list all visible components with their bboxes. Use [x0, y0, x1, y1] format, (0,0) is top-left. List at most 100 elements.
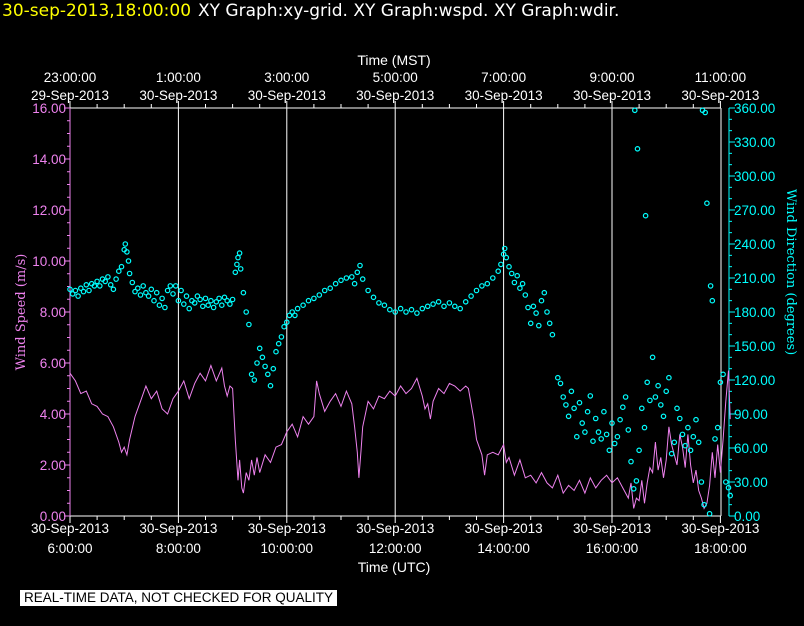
wind-direction-point — [563, 402, 569, 408]
wind-direction-point — [159, 295, 165, 302]
wind-direction-point — [642, 212, 649, 219]
wind-direction-point — [386, 306, 393, 313]
wind-direction-point — [275, 340, 282, 347]
bottom-tick-date: 30-Sep-2013 — [681, 521, 759, 536]
wind-direction-point — [579, 420, 586, 426]
wind-direction-point — [251, 377, 258, 383]
wind-direction-point — [706, 510, 713, 517]
wind-direction-point — [565, 413, 572, 420]
top-tick-date: 30-Sep-2013 — [465, 88, 543, 103]
data-series — [67, 107, 734, 517]
wind-direction-point — [145, 293, 152, 299]
wind-direction-point — [273, 348, 279, 355]
right-tick-label: 210.00 — [734, 271, 775, 286]
bottom-tick-time: 18:00:00 — [694, 541, 747, 556]
top-tick-time: 11:00:00 — [695, 70, 747, 85]
wind-direction-point — [511, 279, 518, 286]
right-tick-label: 30.00 — [734, 475, 768, 490]
wind-direction-point — [630, 485, 637, 492]
right-tick-label: 180.00 — [734, 305, 775, 320]
wind-direction-point — [457, 305, 464, 312]
top-tick-date: 30-Sep-2013 — [248, 88, 326, 103]
bottom-tick-date: 30-Sep-2013 — [31, 521, 109, 536]
wind-direction-point — [663, 388, 670, 395]
wind-direction-point — [83, 281, 90, 288]
wind-direction-point — [202, 295, 209, 302]
wind-direction-point — [473, 287, 480, 294]
wind-direction-point — [267, 382, 274, 389]
right-tick-label: 330.00 — [734, 135, 775, 150]
wind-direction-point — [619, 404, 626, 411]
wind-direction-point — [522, 292, 529, 298]
wind-direction-point — [354, 269, 361, 276]
wind-direction-point — [248, 371, 255, 378]
wind-direction-point — [649, 354, 656, 361]
wind-direction-point — [343, 275, 350, 281]
wind-direction-point — [264, 371, 271, 378]
wind-direction-point — [348, 274, 355, 280]
wind-direction-point — [533, 310, 539, 316]
wind-direction-point — [541, 289, 548, 296]
top-tick-time: 1:00:00 — [156, 70, 201, 85]
wind-direction-point — [376, 300, 382, 306]
wind-direction-point — [603, 431, 610, 438]
wind-direction-point — [500, 251, 507, 258]
wind-direction-point — [316, 292, 323, 298]
wind-direction-point — [403, 309, 409, 315]
wind-direction-point — [397, 305, 404, 312]
wind-direction-point — [668, 450, 675, 457]
wind-direction-point — [501, 245, 508, 252]
wind-direction-point — [240, 289, 247, 296]
bottom-tick-date: 30-Sep-2013 — [139, 521, 217, 536]
left-tick-label: 0.00 — [40, 509, 66, 524]
wind-direction-point — [122, 241, 129, 247]
wind-direction-point — [446, 300, 453, 306]
wind-direction-point — [704, 200, 710, 207]
wind-direction-point — [153, 289, 160, 296]
wind-direction-point — [132, 288, 138, 295]
wind-direction-point — [357, 262, 363, 269]
wind-direction-point — [183, 293, 190, 299]
right-tick-label: 240.00 — [734, 237, 775, 252]
top-tick-date: 30-Sep-2013 — [573, 88, 651, 103]
bottom-tick-time: 12:00:00 — [369, 541, 422, 556]
left-tick-label: 8.00 — [40, 305, 66, 320]
wind-direction-point — [573, 433, 580, 440]
wind-direction-point — [631, 107, 638, 114]
wind-direction-point — [194, 293, 201, 299]
wind-direction-point — [714, 424, 721, 431]
wind-direction-point — [210, 304, 217, 311]
wind-direction-point — [693, 416, 699, 423]
wind-direction-point — [527, 320, 534, 327]
wind-direction-point — [116, 268, 122, 275]
wind-direction-point — [278, 334, 285, 340]
wind-direction-point — [598, 436, 605, 442]
wind-direction-point — [601, 408, 607, 415]
wind-direction-point — [538, 297, 545, 304]
wind-direction-point — [107, 281, 114, 288]
right-direction-axis: 0.00 30.00 60.00 90.00 120.00 150.00 180.00 210… — [728, 101, 775, 524]
wind-direction-point — [235, 254, 241, 261]
right-axis-title: Wind Direction (degrees) — [783, 189, 798, 355]
wind-direction-point — [544, 309, 550, 315]
wind-direction-point — [167, 283, 174, 289]
wind-direction-point — [506, 263, 512, 270]
right-tick-label: 120.00 — [734, 373, 775, 388]
wind-direction-point — [430, 301, 436, 307]
wind-direction-point — [181, 301, 187, 307]
bottom-tick-date: 30-Sep-2013 — [356, 521, 434, 536]
wind-direction-point — [243, 309, 250, 315]
wind-direction-point — [674, 405, 680, 412]
wind-direction-point — [286, 312, 293, 319]
wind-direction-point — [351, 280, 358, 287]
wind-direction-point — [660, 413, 667, 420]
wind-direction-point — [254, 360, 260, 366]
wind-direction-point — [213, 298, 220, 305]
wind-direction-point — [191, 300, 198, 306]
wind-direction-point — [592, 415, 599, 422]
wind-direction-point — [554, 374, 561, 381]
wind-direction-point — [172, 283, 179, 289]
wind-direction-point — [156, 302, 163, 309]
wind-direction-point — [722, 479, 729, 485]
